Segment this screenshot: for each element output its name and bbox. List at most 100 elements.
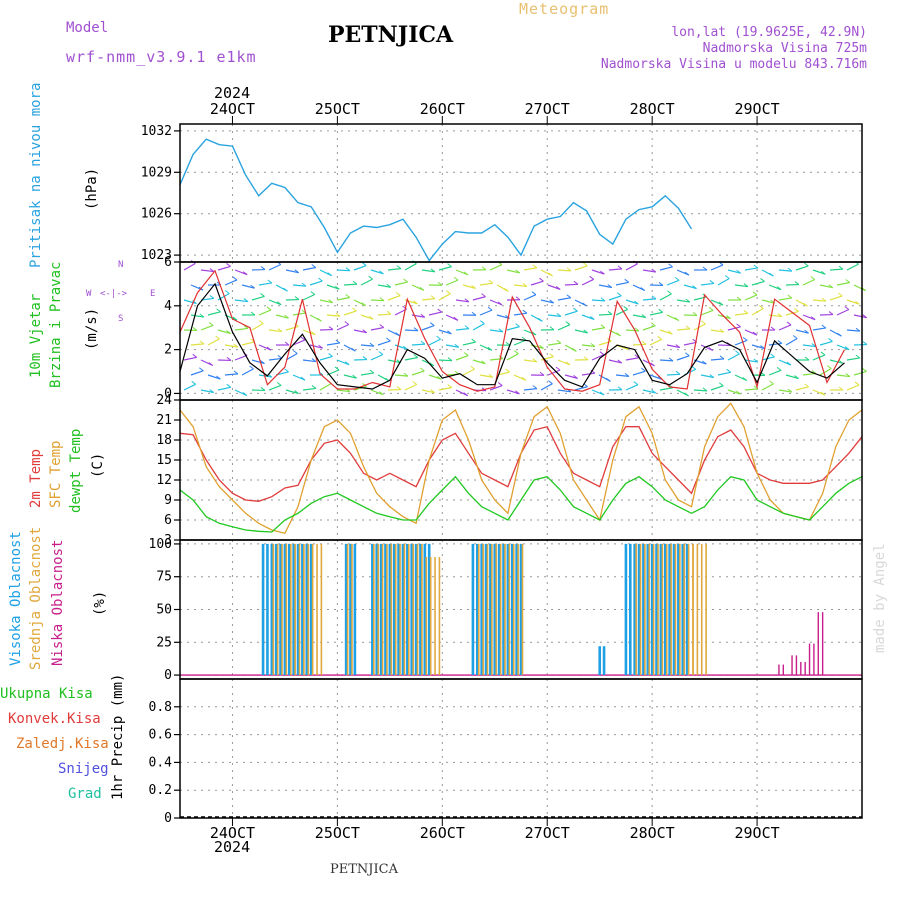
wind-arrow-498 bbox=[336, 359, 350, 366]
wind-arrow-211 bbox=[616, 292, 622, 297]
wind-arrow-184 bbox=[387, 294, 401, 301]
wind-arrow-213 bbox=[634, 300, 639, 305]
wind-arrow-474 bbox=[819, 340, 833, 346]
wind-arrow-15 bbox=[311, 264, 317, 268]
ytick-label-0-2: 1029 bbox=[141, 165, 172, 180]
wind-arrow-44 bbox=[557, 269, 572, 272]
wind-arrow-345 bbox=[395, 332, 400, 337]
wind-arrow-651 bbox=[276, 381, 282, 386]
wind-arrow-539 bbox=[684, 352, 690, 357]
ytick-label-3-2: 50 bbox=[156, 603, 172, 618]
wind-arrow-274 bbox=[479, 309, 493, 316]
wind-arrow-275 bbox=[487, 306, 493, 311]
wind-arrow-210 bbox=[608, 295, 622, 301]
bottom-day-label-3: 27OCT bbox=[525, 824, 570, 842]
wind-arrow-306 bbox=[751, 307, 764, 316]
wind-arrow-89 bbox=[267, 279, 273, 284]
wind-arrow-715 bbox=[820, 391, 826, 396]
temp-dew-label: dewpt Temp bbox=[68, 428, 84, 513]
wind-arrow-701 bbox=[702, 387, 708, 392]
ytick-label-1-0: 0 bbox=[164, 386, 172, 401]
wind-arrow-580 bbox=[360, 372, 374, 376]
wind-arrow-208 bbox=[591, 299, 606, 302]
wind-arrow-107 bbox=[419, 286, 425, 291]
wind-arrow-669 bbox=[430, 389, 436, 394]
wind-arrow-269 bbox=[437, 308, 442, 313]
wind-arrow-713 bbox=[804, 383, 809, 388]
wind-arrow-87 bbox=[250, 284, 255, 289]
wind-arrow-93 bbox=[301, 282, 307, 287]
wind-arrow-527 bbox=[583, 356, 589, 361]
wind-arrow-520 bbox=[523, 359, 537, 363]
ytick-label-4-1: 0.2 bbox=[149, 783, 172, 798]
wind-arrow-461 bbox=[708, 347, 714, 351]
wind-title-2: Brzina i Pravac bbox=[48, 261, 64, 388]
wind-arrow-300 bbox=[700, 309, 714, 316]
wind-arrow-238 bbox=[846, 299, 860, 305]
temp-sfc-label: SFC Temp bbox=[48, 440, 64, 508]
wind-arrow-144 bbox=[734, 284, 748, 288]
wind-arrow-516 bbox=[489, 358, 503, 361]
credit-label: made by Angel bbox=[872, 543, 888, 653]
wind-arrow-137 bbox=[674, 276, 680, 281]
precip-unit: 1hr Precip (mm) bbox=[110, 673, 126, 800]
wind-unit: (m/s) bbox=[84, 307, 100, 350]
wind-arrow-118 bbox=[513, 284, 527, 287]
wind-arrow-499 bbox=[344, 361, 350, 366]
ytick-label-1-2: 4 bbox=[164, 299, 172, 314]
wind-arrow-111 bbox=[453, 276, 459, 281]
wind-arrow-305 bbox=[743, 310, 749, 314]
wind-arrow-492 bbox=[285, 352, 298, 361]
wind-arrow-656 bbox=[319, 382, 332, 391]
ytick-label-4-4: 0.8 bbox=[149, 700, 172, 715]
wind-arrow-149 bbox=[776, 286, 782, 291]
wind-arrow-133 bbox=[640, 287, 646, 291]
wind-arrow-550 bbox=[778, 359, 792, 366]
wind-arrow-88 bbox=[258, 282, 272, 286]
wind-arrow-245 bbox=[232, 316, 238, 321]
wind-arrow-706 bbox=[744, 388, 759, 391]
wind-arrow-58 bbox=[676, 269, 690, 276]
wind-arrow-259 bbox=[352, 307, 357, 312]
wind-arrow-2 bbox=[200, 269, 214, 273]
wind-arrow-283 bbox=[556, 312, 562, 317]
wind-arrow-650 bbox=[268, 384, 282, 391]
wind-arrow-413 bbox=[300, 336, 306, 341]
wind-arrow-38 bbox=[506, 269, 520, 274]
wind-arrow-597 bbox=[505, 368, 510, 373]
wind-arrow-214 bbox=[642, 298, 657, 301]
cloud-low-label: Niska Oblacnost bbox=[50, 539, 66, 666]
wind-arrow-248 bbox=[258, 309, 272, 316]
wind-arrow-525 bbox=[565, 361, 571, 366]
wind-arrow-351 bbox=[447, 330, 452, 335]
wind-arrow-693 bbox=[633, 381, 639, 386]
wind-arrow-334 bbox=[302, 329, 316, 336]
ytick-label-1-1: 2 bbox=[164, 343, 172, 358]
wind-arrow-39 bbox=[515, 269, 520, 274]
wind-arrow-45 bbox=[566, 267, 572, 272]
wind-arrow-260 bbox=[360, 314, 374, 320]
wind-arrow-431 bbox=[454, 343, 460, 348]
wind-arrow-31 bbox=[447, 263, 452, 268]
temp-dew-line bbox=[179, 475, 863, 533]
wind-arrow-671 bbox=[447, 384, 453, 388]
wind-arrow-426 bbox=[411, 343, 426, 346]
wind-arrow-226 bbox=[744, 294, 758, 301]
wind-arrow-97 bbox=[334, 285, 340, 290]
wind-arrow-41 bbox=[532, 264, 538, 269]
compass-w: W bbox=[86, 289, 92, 299]
wind-arrow-127 bbox=[589, 275, 594, 280]
wind-arrow-22 bbox=[370, 269, 384, 275]
wind-arrow-297 bbox=[674, 317, 680, 321]
wind-arrow-76 bbox=[829, 268, 844, 271]
wind-arrow-294 bbox=[649, 311, 663, 316]
wind-arrow-36 bbox=[489, 264, 503, 271]
wind-arrow-549 bbox=[770, 353, 775, 358]
wind-arrow-247 bbox=[250, 311, 256, 316]
wind-arrow-379 bbox=[685, 325, 691, 330]
wind-arrow-71 bbox=[787, 267, 793, 272]
wind-arrow-292 bbox=[632, 314, 646, 319]
wind-arrow-573 bbox=[300, 376, 306, 381]
legend-freezing-rain: Zaledj.Kisa bbox=[16, 736, 109, 752]
wind-arrow-543 bbox=[719, 355, 725, 360]
